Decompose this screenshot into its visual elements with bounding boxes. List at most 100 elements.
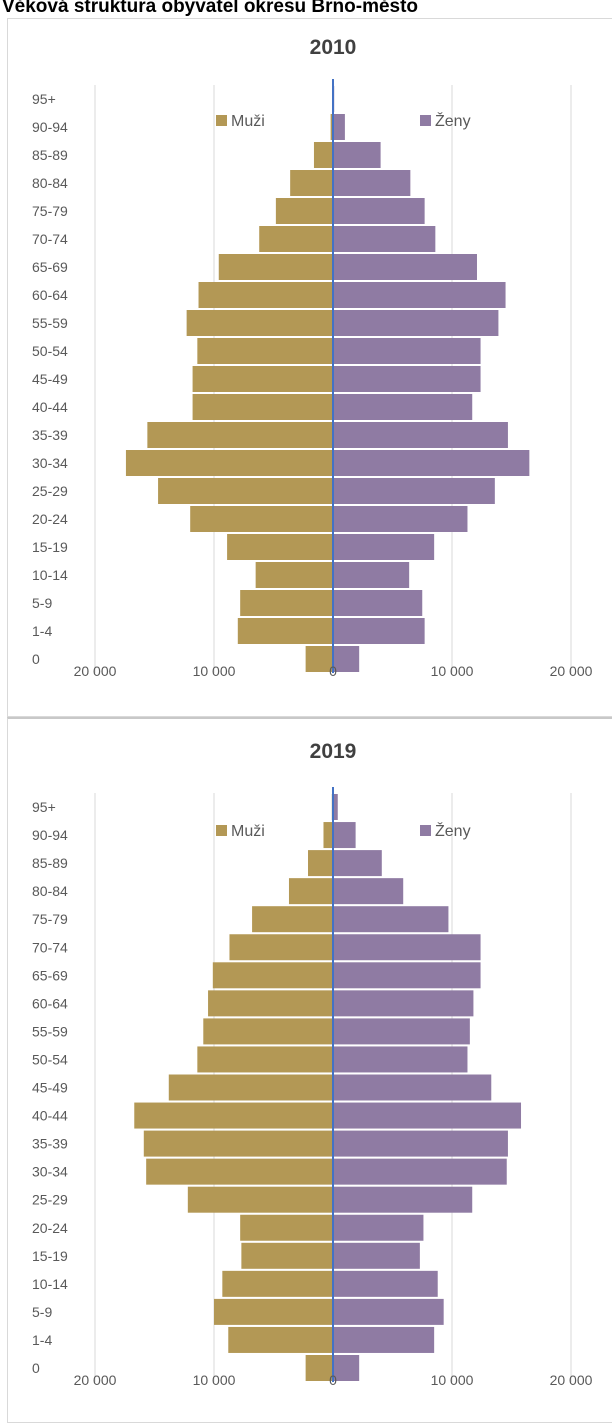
y-tick-label: 50-54 xyxy=(32,343,68,359)
bar-male-60-64 xyxy=(208,990,333,1017)
x-tick-label: 20 000 xyxy=(550,1372,593,1388)
bar-female-55-59 xyxy=(333,310,499,336)
y-tick-label: 40-44 xyxy=(32,399,68,415)
y-tick-label: 70-74 xyxy=(32,231,68,247)
y-tick-label: 5-9 xyxy=(32,1304,52,1320)
bar-female-40-44 xyxy=(333,394,473,420)
bar-female-35-39 xyxy=(333,1130,508,1157)
chart-panel-2010: 2010 95+ 90-94 85-89 80-84 75-79 70-74 65-69 60-… xyxy=(7,18,612,717)
y-tick-label: 0 xyxy=(32,1360,40,1376)
y-tick-label: 80-84 xyxy=(32,883,68,899)
bar-male-70-74 xyxy=(229,934,333,961)
bar-female-75-79 xyxy=(333,906,449,933)
x-tick-label: 0 xyxy=(329,1372,337,1388)
y-tick-label: 80-84 xyxy=(32,175,68,191)
y-tick-label: 45-49 xyxy=(32,1080,68,1096)
bar-male-35-39 xyxy=(143,1130,333,1157)
y-tick-label: 60-64 xyxy=(32,995,68,1011)
population-pyramid-2010: 2010 95+ 90-94 85-89 80-84 75-79 70-74 65-69 60-… xyxy=(32,36,593,679)
population-pyramid-2019: 2019 95+ 90-94 85-89 80-84 75-79 70-74 65-69 60-… xyxy=(32,740,593,1388)
bar-male-1-4 xyxy=(237,618,333,644)
bar-female-80-84 xyxy=(333,170,411,196)
y-tick-label: 60-64 xyxy=(32,287,68,303)
bar-male-25-29 xyxy=(158,478,333,504)
bar-male-15-19 xyxy=(227,534,333,560)
legend-swatch-female xyxy=(420,115,431,126)
bar-male-75-79 xyxy=(275,198,333,224)
y-tick-label: 90-94 xyxy=(32,827,68,843)
bar-male-40-44 xyxy=(134,1102,333,1129)
y-tick-label: 10-14 xyxy=(32,567,68,583)
y-tick-label: 75-79 xyxy=(32,911,68,927)
y-tick-label: 15-19 xyxy=(32,539,68,555)
y-tick-label: 45-49 xyxy=(32,371,68,387)
bar-male-25-29 xyxy=(187,1186,333,1213)
bar-male-10-14 xyxy=(255,562,333,588)
y-tick-label: 55-59 xyxy=(32,315,68,331)
bar-male-75-79 xyxy=(252,906,333,933)
bar-male-0 xyxy=(305,1355,333,1381)
bar-female-30-34 xyxy=(333,1158,507,1185)
bar-male-60-64 xyxy=(198,282,333,308)
bar-female-45-49 xyxy=(333,1074,492,1101)
bar-male-1-4 xyxy=(228,1326,333,1353)
bar-female-90-94 xyxy=(333,822,356,849)
bar-female-90-94 xyxy=(333,114,345,140)
bar-female-50-54 xyxy=(333,1046,468,1073)
bar-male-80-84 xyxy=(290,170,333,196)
y-tick-label: 15-19 xyxy=(32,1248,68,1264)
bar-female-35-39 xyxy=(333,422,508,448)
page-heading: Věková struktura obyvatel okresu Brno-mě… xyxy=(2,0,419,17)
y-tick-label: 35-39 xyxy=(32,427,68,443)
bar-male-20-24 xyxy=(190,506,333,532)
bar-female-20-24 xyxy=(333,1214,424,1241)
legend-swatch-female xyxy=(420,825,431,836)
y-tick-label: 1-4 xyxy=(32,623,52,639)
y-tick-label: 75-79 xyxy=(32,203,68,219)
x-tick-label: 20 000 xyxy=(550,663,593,679)
y-tick-label: 70-74 xyxy=(32,939,68,955)
legend-label-male: Muži xyxy=(231,113,265,130)
bar-male-30-34 xyxy=(125,450,333,476)
bar-male-40-44 xyxy=(192,394,333,420)
y-tick-label: 25-29 xyxy=(32,483,68,499)
bar-female-60-64 xyxy=(333,282,506,308)
bar-male-20-24 xyxy=(240,1214,333,1241)
bar-female-25-29 xyxy=(333,478,495,504)
bar-female-40-44 xyxy=(333,1102,522,1129)
bar-female-85-89 xyxy=(333,142,381,168)
bar-female-55-59 xyxy=(333,1018,470,1045)
chart-title: 2010 xyxy=(310,36,357,59)
x-tick-label: 10 000 xyxy=(431,663,474,679)
legend-label-female: Ženy xyxy=(435,821,471,840)
y-tick-label: 0 xyxy=(32,651,40,667)
bar-male-65-69 xyxy=(212,962,333,989)
y-tick-label: 40-44 xyxy=(32,1108,68,1124)
y-tick-label: 1-4 xyxy=(32,1332,52,1348)
bar-male-90-94 xyxy=(323,822,333,849)
bar-female-85-89 xyxy=(333,850,382,877)
y-tick-label: 25-29 xyxy=(32,1192,68,1208)
bar-male-5-9 xyxy=(240,590,333,616)
bar-female-5-9 xyxy=(333,1298,444,1325)
x-tick-label: 0 xyxy=(329,663,337,679)
y-tick-label: 90-94 xyxy=(32,119,68,135)
bar-male-0 xyxy=(305,646,333,672)
y-tick-label: 20-24 xyxy=(32,1220,68,1236)
y-tick-label: 30-34 xyxy=(32,455,68,471)
bar-female-1-4 xyxy=(333,618,425,644)
y-tick-label: 55-59 xyxy=(32,1023,68,1039)
y-tick-label: 20-24 xyxy=(32,511,68,527)
bar-female-15-19 xyxy=(333,1242,420,1269)
y-tick-label: 35-39 xyxy=(32,1136,68,1152)
bar-male-5-9 xyxy=(214,1298,333,1325)
y-tick-label: 95+ xyxy=(32,799,56,815)
x-tick-label: 10 000 xyxy=(193,1372,236,1388)
bar-female-0 xyxy=(333,1355,360,1381)
bar-female-1-4 xyxy=(333,1326,435,1353)
bar-female-65-69 xyxy=(333,254,477,280)
bar-male-50-54 xyxy=(197,1046,333,1073)
bar-female-30-34 xyxy=(333,450,530,476)
x-tick-label: 20 000 xyxy=(74,663,117,679)
chart-title: 2019 xyxy=(310,740,357,763)
